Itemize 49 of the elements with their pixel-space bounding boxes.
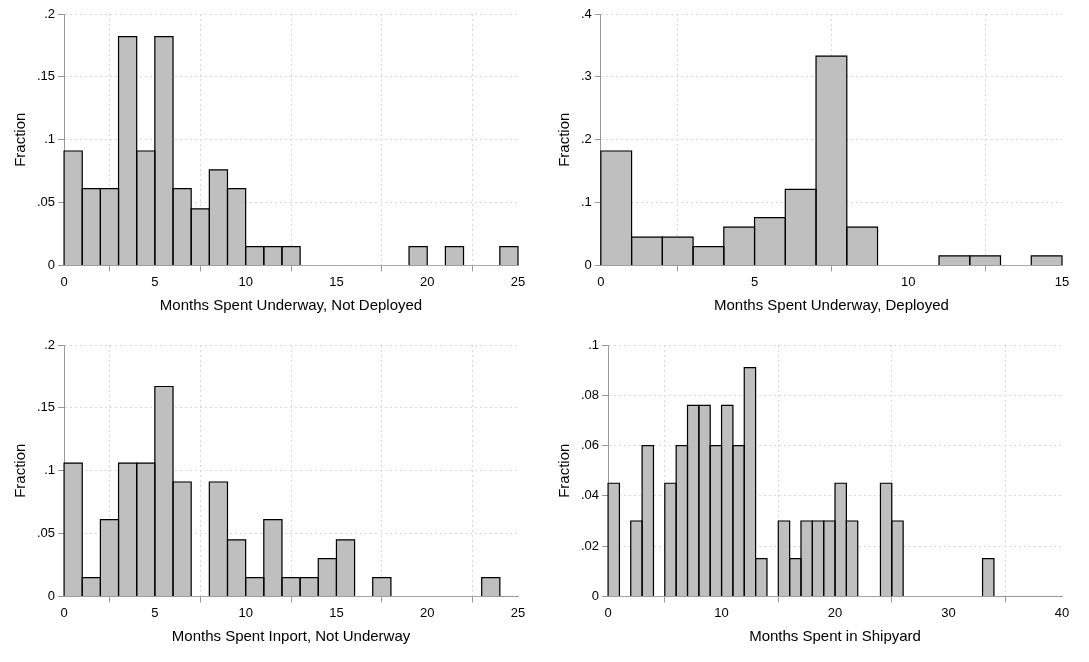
y-tick-label: 0 xyxy=(584,256,592,272)
x-tick-label: 10 xyxy=(238,273,253,289)
y-tick-label: .1 xyxy=(588,336,600,352)
y-tick-label: .05 xyxy=(36,194,56,210)
x-tick-label: 15 xyxy=(329,604,344,620)
y-tick-label: 0 xyxy=(47,587,56,603)
y-tick-label: .1 xyxy=(581,194,592,210)
y-axis-title: Fraction xyxy=(11,443,29,498)
x-tick-label: 20 xyxy=(827,604,843,620)
y-tick-label: .02 xyxy=(580,537,600,553)
y-tick-label: .06 xyxy=(580,437,600,453)
x-tick-label: 40 xyxy=(1054,604,1070,620)
x-tick-label: 25 xyxy=(510,273,526,289)
y-axis-title: Fraction xyxy=(555,443,573,498)
y-tick-label: .2 xyxy=(581,131,592,147)
x-tick-label: 5 xyxy=(151,604,159,620)
y-tick-label: .04 xyxy=(580,487,600,503)
y-tick-label: 0 xyxy=(591,587,600,603)
x-tick-label: 10 xyxy=(238,604,253,620)
y-tick-label: .4 xyxy=(581,5,592,21)
x-tick-label: 20 xyxy=(419,604,435,620)
x-tick-label: 15 xyxy=(329,273,344,289)
y-tick-label: .15 xyxy=(36,68,56,84)
y-tick-label: .05 xyxy=(36,525,56,541)
x-tick-label: 20 xyxy=(419,273,435,289)
x-tick-label: 10 xyxy=(901,273,916,289)
y-tick-label: .08 xyxy=(580,386,600,402)
x-tick-label: 0 xyxy=(60,273,68,289)
x-axis-title: Months Spent Underway, Not Deployed xyxy=(159,296,423,314)
x-tick-label: 5 xyxy=(750,273,759,289)
y-tick-label: .1 xyxy=(44,462,56,478)
x-tick-label: 15 xyxy=(1054,273,1070,289)
y-tick-label: 0 xyxy=(47,256,56,272)
x-axis-title: Months Spent Underway, Deployed xyxy=(713,296,949,314)
x-tick-label: 10 xyxy=(714,604,729,620)
x-tick-label: 25 xyxy=(510,604,526,620)
y-tick-label: .15 xyxy=(36,399,56,415)
x-tick-label: 30 xyxy=(941,604,956,620)
y-axis-title: Fraction xyxy=(555,112,573,167)
x-tick-label: 0 xyxy=(604,604,612,620)
y-tick-label: .3 xyxy=(581,68,592,84)
y-tick-label: .1 xyxy=(44,131,56,147)
y-axis-title: Fraction xyxy=(11,112,29,167)
x-tick-label: 5 xyxy=(151,273,159,289)
x-axis-title: Months Spent Inport, Not Underway xyxy=(171,627,411,645)
x-tick-label: 0 xyxy=(60,604,68,620)
x-axis-title: Months Spent in Shipyard xyxy=(749,627,921,645)
y-tick-label: .2 xyxy=(44,5,56,21)
y-tick-label: .2 xyxy=(44,336,56,352)
